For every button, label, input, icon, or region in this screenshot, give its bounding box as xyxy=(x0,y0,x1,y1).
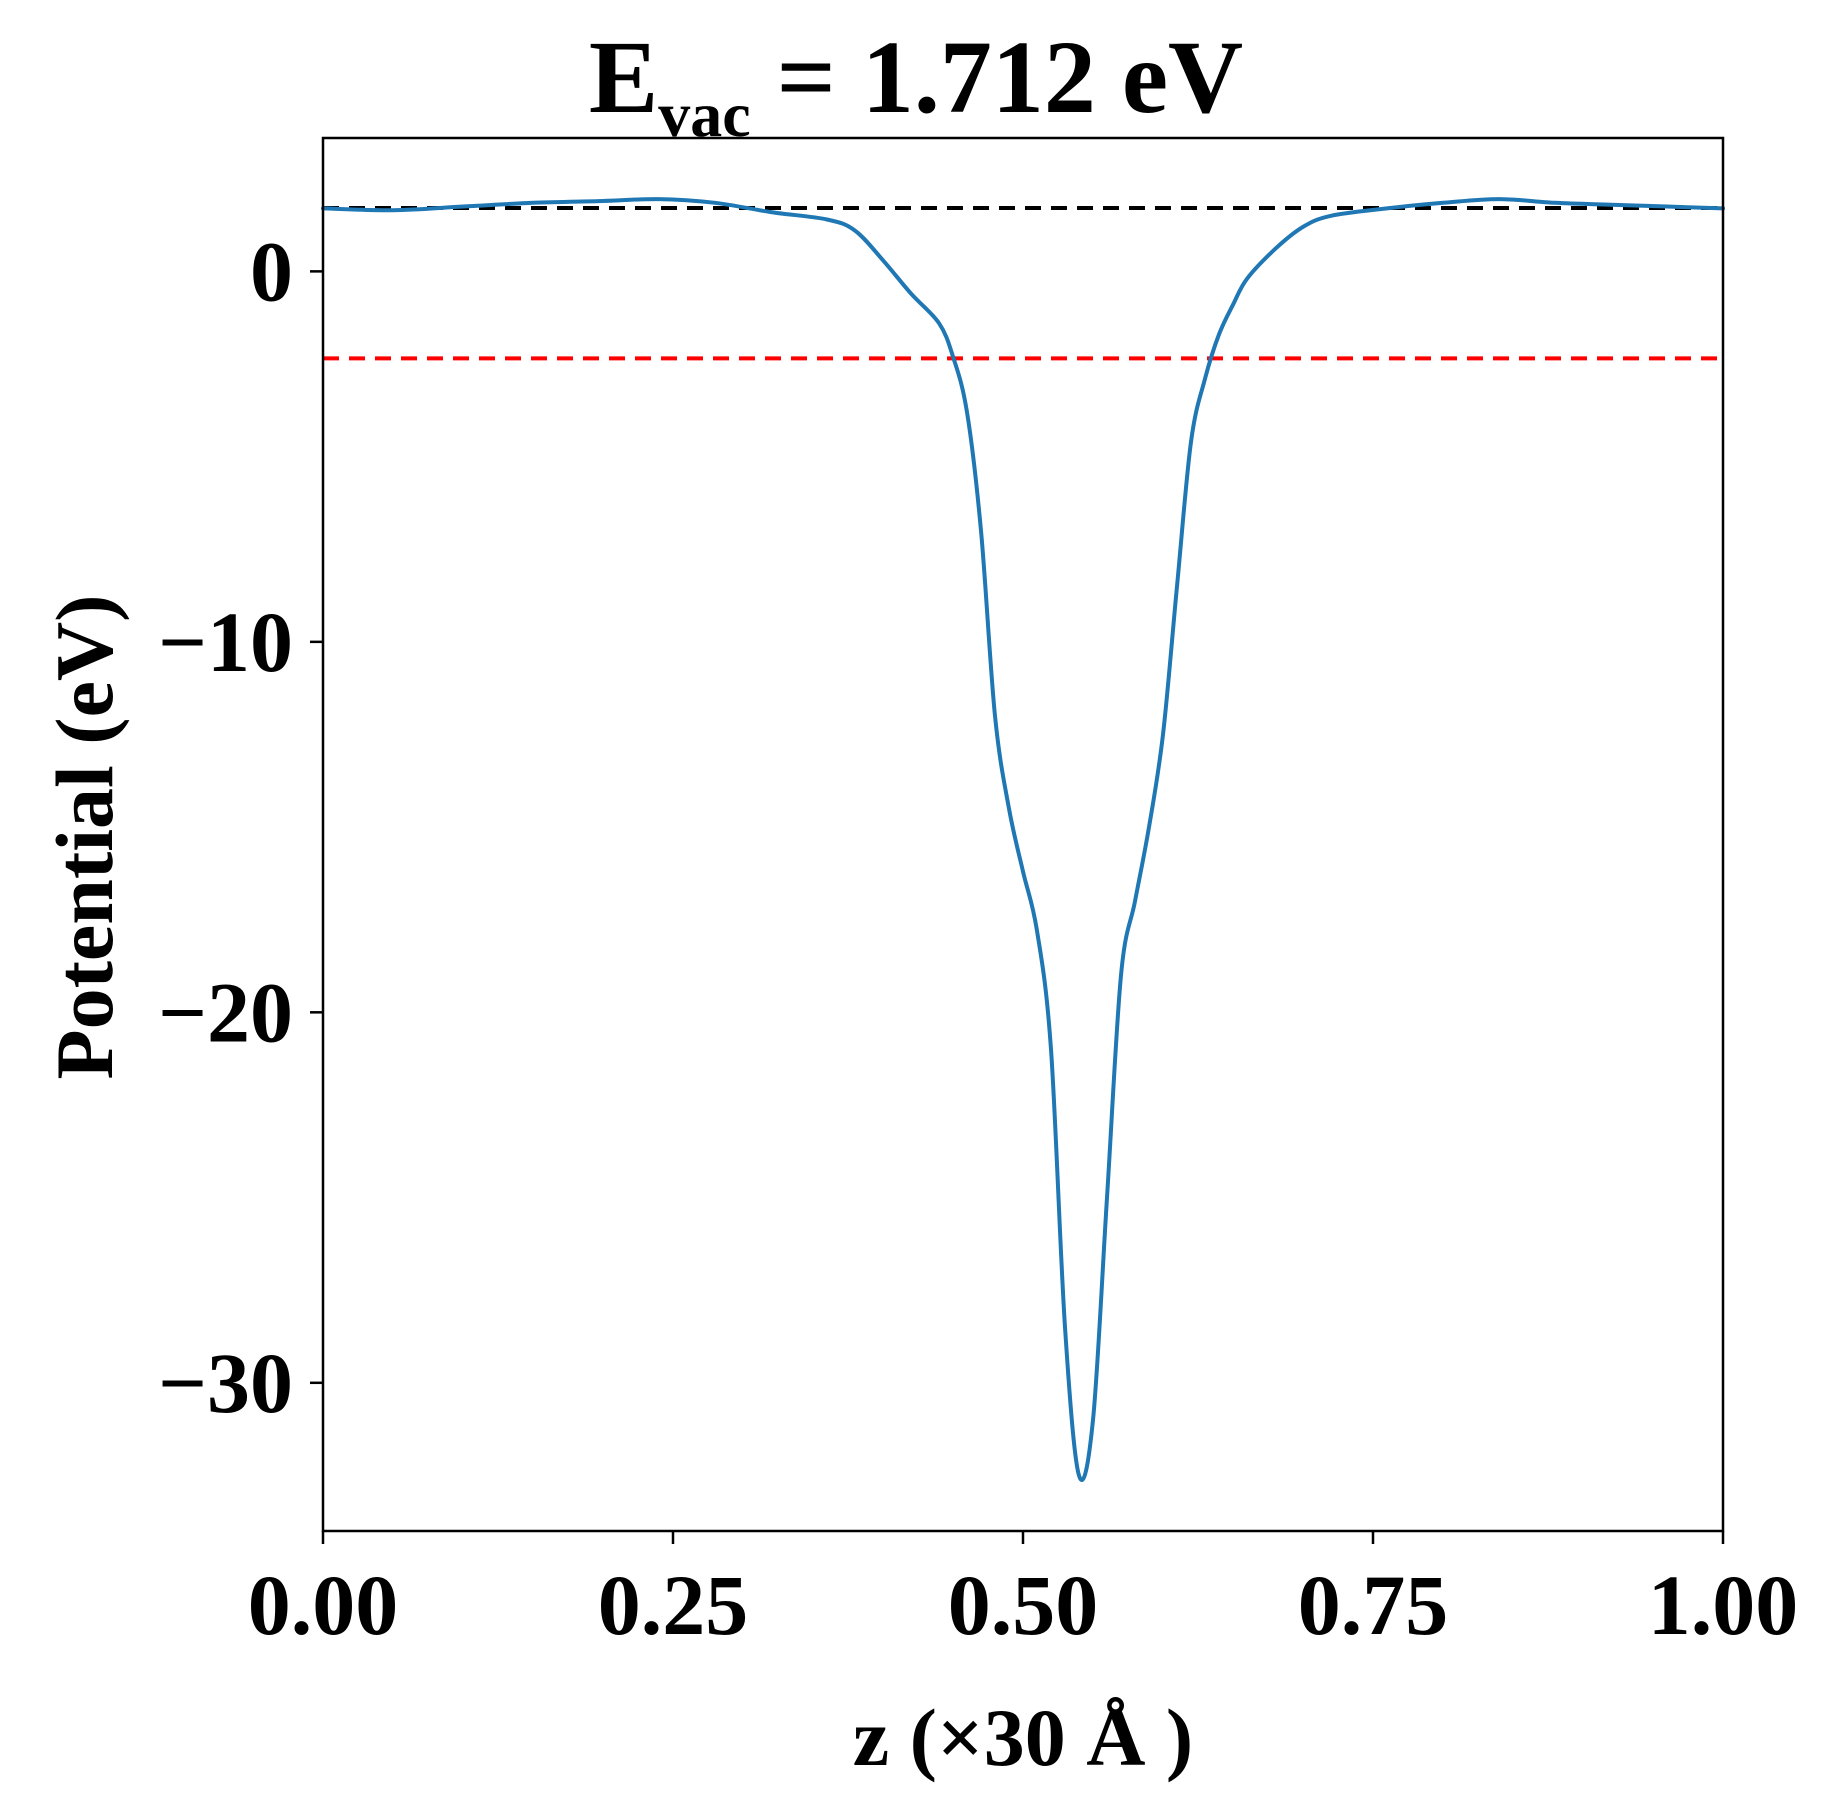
chart-title-subscript: vac xyxy=(658,79,750,150)
potential-series-line xyxy=(321,197,1725,1483)
x-tick-label: 0.75 xyxy=(1298,1557,1449,1653)
x-axis-label: z (×30 Å ) xyxy=(853,1692,1193,1783)
y-axis-label: Potential (eV) xyxy=(39,595,130,1080)
plot-area: 0.00 0.25 0.50 0.75 1.00 0 −10 −20 −30 xyxy=(158,136,1799,1653)
chart-title-main: E xyxy=(589,20,658,135)
x-tick-label: 0.25 xyxy=(598,1557,749,1653)
chart-title: Evac = 1.712 eV xyxy=(589,20,1243,150)
x-tick-label: 0.00 xyxy=(248,1557,399,1653)
y-tick-label: −30 xyxy=(158,1335,293,1431)
y-tick-label: −10 xyxy=(158,594,293,690)
y-tick-label: 0 xyxy=(250,223,293,319)
axes-frame xyxy=(321,136,1725,1533)
x-tick-label: 0.50 xyxy=(948,1557,1099,1653)
y-tick-label: −20 xyxy=(158,964,293,1060)
chart-title-rest: = 1.712 eV xyxy=(751,20,1244,135)
x-tick-label: 1.00 xyxy=(1648,1557,1799,1653)
